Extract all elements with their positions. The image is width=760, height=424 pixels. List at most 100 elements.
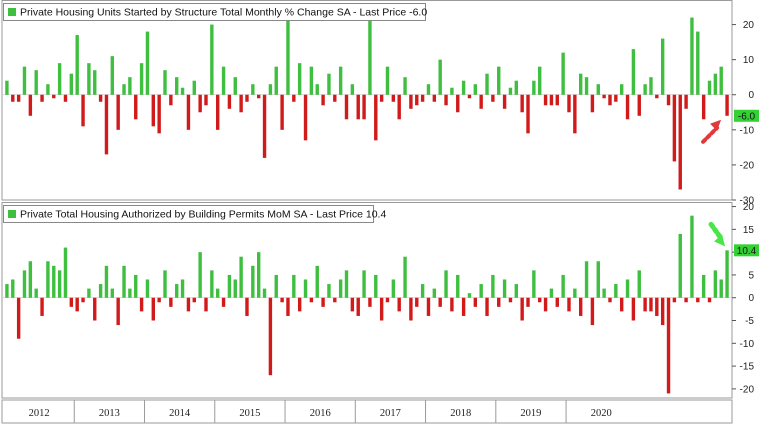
bar [374, 94, 378, 141]
bar [707, 297, 712, 303]
bar [192, 297, 196, 303]
y-tick-label: 5 [748, 270, 754, 281]
bar [16, 94, 21, 102]
bar [227, 94, 232, 109]
y-tick-label: 0 [748, 90, 754, 101]
bar [374, 274, 378, 298]
bar [180, 87, 185, 95]
bar [69, 297, 74, 307]
bar [175, 284, 179, 298]
bar [415, 297, 419, 307]
bar [280, 297, 284, 303]
y-tick-label: 15 [743, 225, 755, 236]
housing-starts-panel: -30 -20 -10 0 10 20 -6.0 Private Housing Units … [1, 0, 759, 207]
legend-box [3, 3, 426, 21]
bar [52, 94, 56, 99]
bar [227, 274, 232, 298]
bar [444, 270, 448, 298]
bar [175, 77, 179, 95]
legend-swatch [8, 8, 16, 16]
bar [333, 297, 337, 303]
bar [549, 94, 554, 106]
bar [491, 274, 495, 298]
bar [151, 297, 155, 321]
bar [660, 38, 665, 95]
legend-box [3, 205, 374, 223]
bar [163, 270, 167, 298]
bar [690, 17, 694, 95]
bar [543, 297, 548, 312]
bar-last [725, 94, 729, 116]
bar [660, 297, 665, 326]
bar [116, 297, 120, 326]
bar [309, 66, 314, 95]
bar [608, 94, 612, 106]
bar [286, 297, 290, 316]
bar [426, 84, 431, 95]
bar [502, 279, 507, 298]
bar [631, 49, 636, 95]
bar [216, 288, 220, 298]
bar [344, 94, 349, 120]
last-value-label: 10.4 [737, 246, 757, 257]
bar [461, 80, 466, 95]
bar [350, 84, 355, 95]
bar [707, 80, 712, 95]
bar [567, 94, 571, 113]
bar [614, 94, 618, 102]
bar [520, 94, 524, 113]
bar [362, 270, 366, 298]
bar [292, 274, 296, 298]
bar [696, 31, 700, 95]
bar [192, 80, 196, 95]
bar [584, 77, 589, 95]
bar [567, 297, 571, 312]
bar [625, 279, 630, 298]
bar [713, 73, 718, 95]
bar [169, 94, 173, 106]
bar [672, 297, 677, 303]
bar [362, 94, 366, 120]
bar [368, 14, 372, 95]
bar [262, 288, 267, 298]
bar [303, 94, 308, 141]
bar [678, 233, 682, 298]
bar [256, 94, 261, 99]
bar [11, 279, 15, 298]
bar [508, 87, 513, 95]
bar [93, 297, 97, 321]
bar [110, 56, 115, 95]
bar [497, 66, 501, 95]
bar [204, 297, 208, 312]
bar [139, 63, 144, 95]
bar [655, 297, 659, 316]
year-label: 2018 [450, 408, 471, 419]
bar [415, 94, 419, 106]
bar [637, 270, 641, 298]
bar [104, 265, 109, 298]
arrow-annotation [708, 221, 724, 241]
bar [128, 288, 132, 298]
bar [280, 94, 284, 130]
plot-frame [1, 0, 733, 201]
bar [625, 94, 630, 120]
bar [619, 84, 624, 95]
bar [81, 94, 85, 127]
y-tick-label: -10 [740, 339, 755, 350]
bar [420, 94, 425, 102]
bar [379, 94, 384, 102]
bar [338, 279, 343, 298]
bar [256, 252, 261, 298]
shared-x-axis: 2012 2013 2014 2015 2016 2017 2018 2019 2020 [1, 399, 733, 424]
arrow-head [714, 234, 726, 247]
bar [426, 297, 431, 316]
bar [590, 297, 595, 326]
bar [538, 297, 542, 303]
bar [713, 270, 718, 298]
bar [619, 297, 624, 312]
bar [134, 94, 138, 120]
bar [467, 293, 472, 298]
year-label: 2012 [29, 408, 50, 419]
